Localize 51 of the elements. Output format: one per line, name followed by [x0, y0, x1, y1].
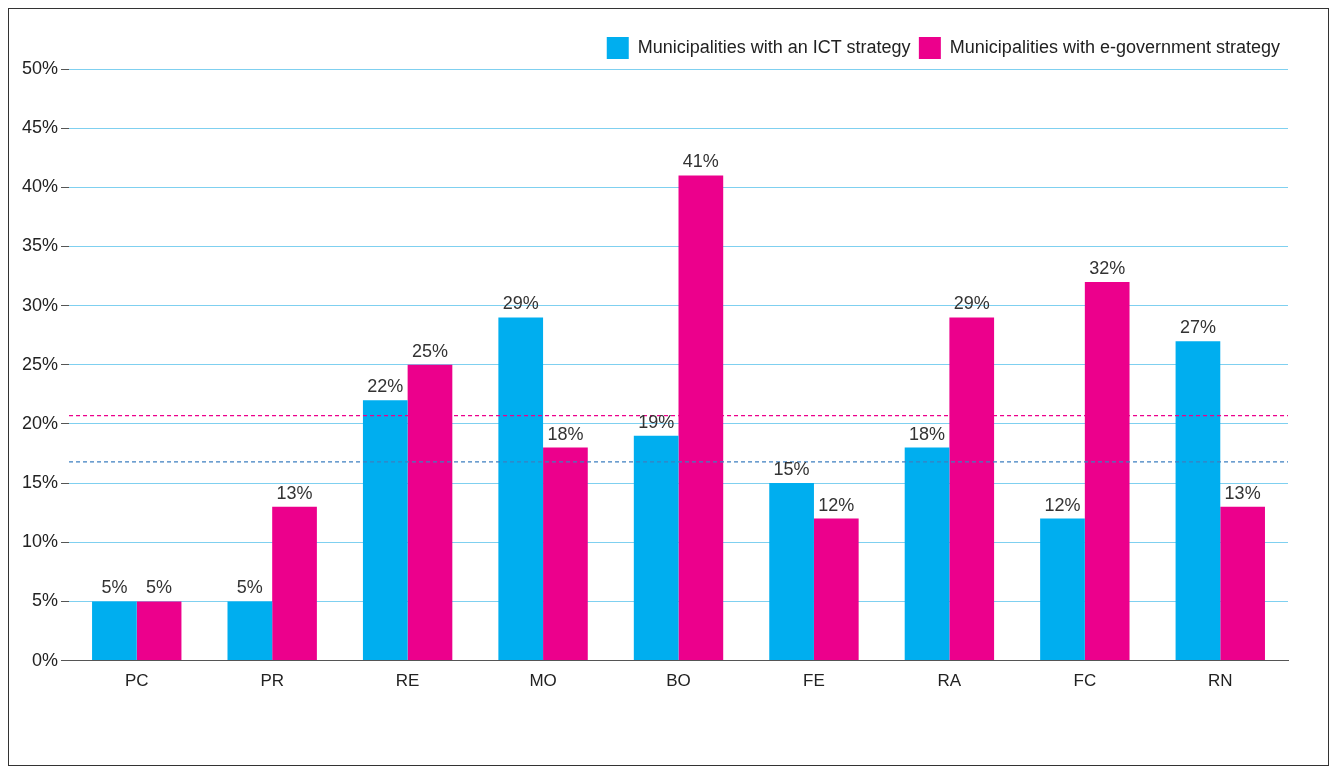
data-label: 12% — [818, 494, 855, 515]
x-tick-label: MO — [529, 671, 557, 691]
x-tick-label: BO — [666, 671, 691, 691]
data-label: 32% — [1089, 257, 1126, 278]
y-tick-label: 50% — [22, 57, 59, 78]
y-tick-label: 35% — [22, 235, 59, 256]
bar — [272, 506, 317, 661]
bar — [362, 400, 408, 661]
bar — [92, 601, 137, 661]
bar — [904, 447, 950, 661]
data-label: 13% — [1224, 482, 1261, 503]
y-tick-label: 40% — [22, 176, 59, 197]
bar — [1220, 506, 1265, 661]
x-tick-label: FE — [803, 671, 825, 691]
y-tick-label: 30% — [22, 294, 59, 315]
bar — [498, 317, 544, 661]
bar — [813, 518, 859, 661]
legend-label: Municipalities with e-government strategy — [949, 36, 1281, 57]
data-label: 25% — [411, 340, 448, 361]
data-label: 5% — [101, 577, 128, 598]
x-tick-label: PC — [124, 671, 149, 691]
bar — [136, 601, 182, 661]
x-tick-label: PR — [260, 671, 284, 691]
data-label: 27% — [1179, 317, 1216, 338]
data-label: 5% — [236, 577, 263, 598]
y-tick-label: 25% — [22, 353, 59, 374]
bar — [769, 483, 814, 661]
data-label: 13% — [276, 482, 313, 503]
x-tick-label: RE — [395, 671, 420, 691]
y-tick-label: 10% — [22, 531, 59, 552]
data-label: 5% — [146, 577, 173, 598]
legend-label: Municipalities with an ICT strategy — [637, 36, 911, 57]
x-tick-label: FC — [1073, 671, 1097, 691]
data-label: 18% — [909, 423, 946, 444]
bar — [543, 447, 588, 661]
data-label: 18% — [547, 423, 584, 444]
bar — [633, 435, 679, 661]
data-label: 15% — [773, 459, 810, 480]
data-label: 41% — [682, 151, 719, 172]
y-tick-label: 45% — [22, 117, 59, 138]
bar — [1040, 518, 1085, 661]
bar — [227, 601, 273, 661]
data-label: 12% — [1044, 494, 1081, 515]
y-tick-label: 20% — [22, 412, 59, 433]
y-tick-label: 5% — [32, 590, 59, 611]
bar — [1175, 341, 1221, 661]
x-tick-label: RA — [937, 671, 962, 691]
y-tick-label: 15% — [22, 472, 59, 493]
data-label: 22% — [367, 376, 404, 397]
y-tick-label: 0% — [32, 649, 59, 670]
x-tick-label: RN — [1208, 671, 1233, 691]
